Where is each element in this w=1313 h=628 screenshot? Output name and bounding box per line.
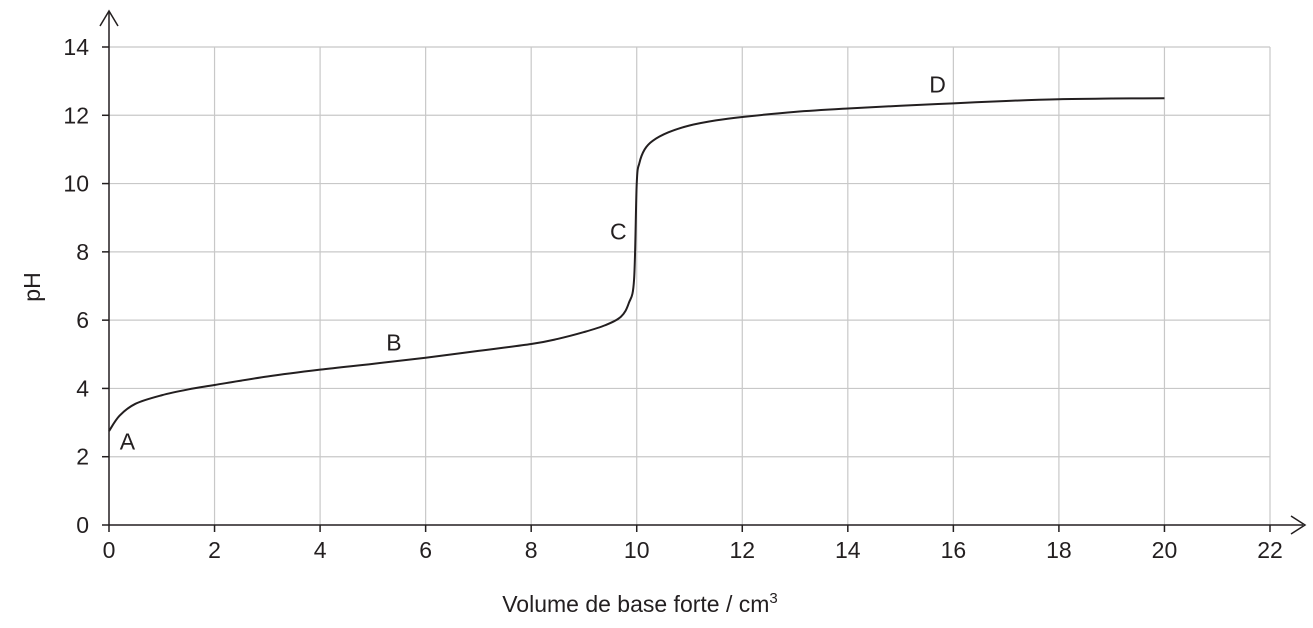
x-tick-label-8: 8 [525, 537, 538, 563]
y-tick-label-8: 8 [76, 239, 89, 265]
x-tick-label-4: 4 [314, 537, 327, 563]
x-axis-label-superscript: 3 [769, 590, 777, 607]
ticks: 0 2 4 6 8 10 12 14 16 18 20 22 0 2 4 6 8 10 12 14 [63, 34, 1282, 563]
point-label-b: B [386, 329, 401, 355]
x-axis-arrow-icon [1290, 515, 1307, 535]
y-tick-label-4: 4 [76, 375, 89, 401]
x-tick-label-10: 10 [624, 537, 650, 563]
point-labels: A B C D [120, 72, 946, 455]
x-tick-label-2: 2 [208, 537, 221, 563]
x-tick-label-6: 6 [419, 537, 432, 563]
x-tick-label-18: 18 [1046, 537, 1072, 563]
x-axis-label-text: Volume de base forte / cm [502, 591, 769, 617]
y-tick-label-12: 12 [63, 102, 89, 128]
grid [109, 46, 1271, 525]
x-tick-label-14: 14 [835, 537, 861, 563]
x-tick-label-22: 22 [1257, 537, 1283, 563]
series-line-ph-curve [108, 97, 1165, 432]
point-label-d: D [929, 72, 946, 98]
y-tick-label-14: 14 [63, 34, 89, 60]
point-label-a: A [120, 428, 136, 454]
x-axis-label: Volume de base forte / cm3 [502, 590, 778, 617]
x-tick-label-12: 12 [729, 537, 755, 563]
y-axis-arrow-icon [99, 9, 119, 27]
x-tick-label-0: 0 [103, 537, 116, 563]
x-tick-label-20: 20 [1152, 537, 1178, 563]
y-tick-label-2: 2 [76, 444, 89, 470]
y-tick-label-10: 10 [63, 171, 89, 197]
axes [99, 9, 1307, 535]
y-tick-label-6: 6 [76, 307, 89, 333]
point-label-c: C [610, 218, 627, 244]
y-axis-label: pH [19, 272, 45, 301]
x-tick-label-16: 16 [941, 537, 967, 563]
y-tick-label-0: 0 [76, 512, 89, 538]
series [108, 97, 1165, 432]
